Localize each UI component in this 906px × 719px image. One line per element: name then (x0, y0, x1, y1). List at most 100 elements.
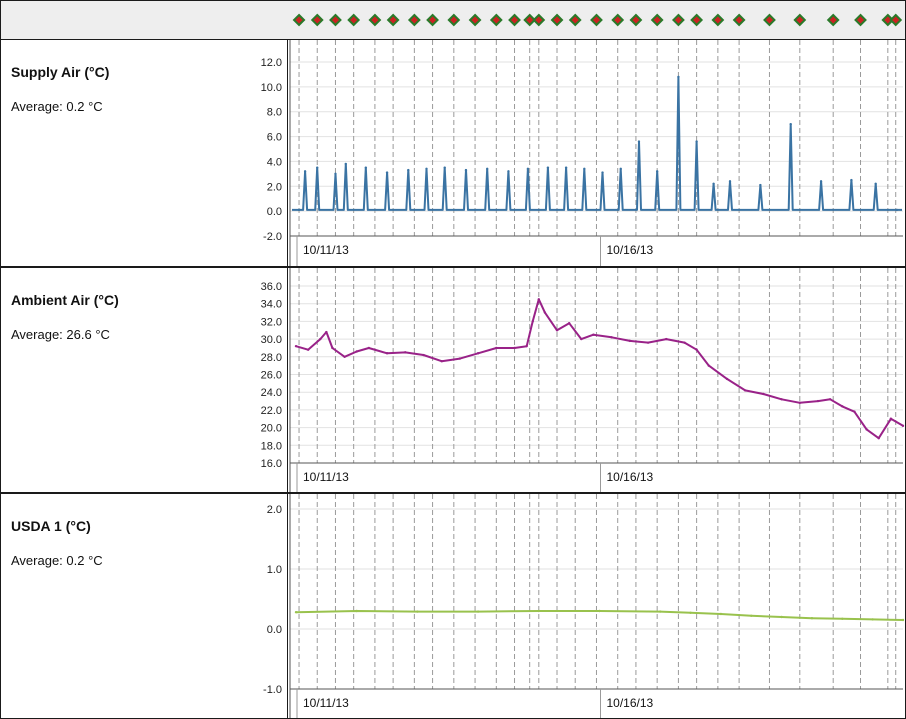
data-point (404, 351, 407, 354)
data-point (901, 424, 905, 428)
data-point (407, 168, 410, 172)
y-tick-label: 20.0 (261, 423, 282, 435)
data-point (425, 167, 428, 171)
data-point (828, 398, 832, 401)
data-point (789, 122, 792, 126)
x-tick-label: 10/11/13 (303, 470, 349, 484)
usda-1-panel: USDA 1 (°C) Average: 0.2 °C 2.0 1.0 0.0 -1.… (1, 494, 905, 718)
event-marker-2 (329, 13, 342, 27)
data-point (865, 428, 868, 431)
data-point (707, 364, 710, 367)
data-point (486, 167, 489, 171)
data-point (895, 208, 899, 212)
usda-1-chart: 2.0 1.0 0.0 -1.0 10/11/13 10/16/13 (263, 494, 905, 718)
event-marker-21 (690, 13, 704, 27)
event-marker-7 (426, 13, 439, 27)
data-point (355, 609, 358, 613)
data-point (598, 609, 601, 613)
event-marker-27 (854, 13, 867, 27)
event-marker-1 (310, 13, 324, 27)
data-point (841, 405, 844, 408)
data-point (355, 350, 358, 353)
data-point (343, 355, 346, 358)
data-point (443, 166, 446, 169)
y-tick-label: 10.0 (261, 82, 282, 94)
data-point (416, 610, 419, 613)
data-point (655, 170, 659, 173)
event-marker-24 (763, 13, 776, 27)
data-point (531, 320, 534, 323)
event-marker-19 (650, 13, 664, 27)
event-marker-3 (347, 13, 361, 27)
event-marker-13 (532, 13, 546, 27)
data-point (850, 178, 853, 182)
event-marker-25 (793, 13, 807, 27)
event-marker-23 (732, 13, 746, 27)
data-point (665, 337, 668, 341)
data-point (798, 401, 802, 405)
y-tick-label: 18.0 (261, 440, 282, 452)
y-tick-label: 12.0 (261, 57, 282, 69)
data-point (719, 612, 723, 616)
data-point (507, 170, 510, 173)
data-point (901, 618, 905, 622)
data-point (331, 346, 334, 350)
data-point (853, 410, 856, 413)
event-marker-5 (386, 13, 400, 27)
data-point (762, 392, 765, 396)
event-marker-18 (629, 13, 643, 27)
y-tick-label: 2.0 (267, 181, 282, 193)
data-point (526, 167, 530, 171)
data-point (889, 417, 893, 420)
data-point (476, 610, 480, 613)
supply-air-sidebar: Supply Air (°C) Average: 0.2 °C (1, 40, 288, 266)
x-tick-label: 10/16/13 (607, 243, 654, 257)
data-point (637, 140, 641, 143)
data-point (543, 311, 547, 314)
event-marker-22 (711, 13, 725, 27)
data-point (440, 360, 443, 363)
x-tick-label: 10/11/13 (303, 243, 349, 257)
data-point (601, 171, 604, 174)
event-marker-15 (568, 13, 582, 27)
data-point (750, 614, 753, 617)
data-point (297, 208, 301, 212)
supply-air-chart: 12.0 10.0 8.0 6.0 4.0 2.0 0.0 -2.0 10/11/13 10/16… (261, 40, 903, 266)
usda-1-title: USDA 1 (°C) (11, 518, 91, 534)
data-point (689, 611, 692, 614)
event-marker-10 (489, 13, 503, 27)
data-point (294, 344, 298, 348)
y-tick-label: 32.0 (261, 316, 282, 328)
ambient-air-average: Average: 26.6 °C (11, 327, 110, 342)
supply-air-average: Average: 0.2 °C (11, 99, 103, 114)
data-point (683, 341, 686, 344)
data-point (458, 357, 462, 360)
data-point (810, 617, 814, 620)
data-point (495, 346, 498, 350)
x-tick-label: 10/11/13 (303, 696, 349, 710)
y-tick-label: 0.0 (267, 206, 282, 218)
data-point (728, 180, 732, 183)
series-line (292, 75, 902, 211)
usda-1-average: Average: 0.2 °C (11, 553, 103, 568)
data-point (619, 167, 622, 171)
data-point (367, 346, 371, 350)
data-point (580, 337, 583, 341)
data-point (564, 166, 568, 169)
data-point (385, 352, 389, 355)
data-point (695, 348, 698, 351)
y-tick-label: 36.0 (261, 281, 282, 293)
event-marker-16 (590, 13, 603, 27)
data-point (316, 166, 319, 169)
data-point (780, 615, 783, 619)
event-marker-6 (407, 13, 421, 27)
ambient-air-panel: Ambient Air (°C) Average: 26.6 °C 36.0 34… (1, 268, 905, 494)
data-point (819, 180, 823, 183)
y-tick-label: 34.0 (261, 299, 282, 311)
y-tick-label: 22.0 (261, 405, 282, 417)
data-point (464, 168, 468, 172)
data-point (364, 166, 368, 169)
event-marker-29 (889, 13, 903, 27)
ambient-air-sidebar: Ambient Air (°C) Average: 26.6 °C (1, 268, 288, 492)
data-point (344, 162, 347, 166)
